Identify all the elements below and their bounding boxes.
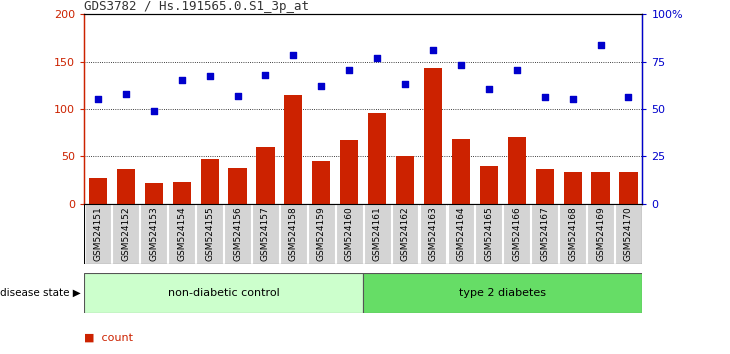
Bar bbox=[312, 161, 331, 204]
Text: GSM524154: GSM524154 bbox=[177, 206, 186, 261]
Text: GSM524157: GSM524157 bbox=[261, 206, 270, 261]
Bar bbox=[140, 204, 167, 264]
Point bbox=[315, 83, 327, 89]
Text: GSM524155: GSM524155 bbox=[205, 206, 214, 261]
Point bbox=[511, 67, 523, 73]
Text: GSM524170: GSM524170 bbox=[624, 206, 633, 261]
Bar bbox=[196, 204, 223, 264]
Point bbox=[483, 86, 495, 92]
Bar bbox=[364, 204, 391, 264]
Text: GSM524152: GSM524152 bbox=[121, 206, 131, 261]
Text: GSM524167: GSM524167 bbox=[540, 206, 549, 261]
Text: GSM524165: GSM524165 bbox=[484, 206, 493, 261]
Bar bbox=[364, 273, 642, 313]
Bar bbox=[117, 169, 135, 204]
Bar bbox=[619, 172, 637, 204]
Text: GSM524162: GSM524162 bbox=[401, 206, 410, 261]
Text: ■  count: ■ count bbox=[84, 333, 133, 343]
Text: type 2 diabetes: type 2 diabetes bbox=[459, 288, 546, 298]
Point bbox=[176, 78, 188, 83]
Bar bbox=[169, 204, 195, 264]
Point bbox=[427, 47, 439, 53]
Bar bbox=[396, 156, 414, 204]
Point bbox=[399, 81, 411, 87]
Text: GSM524169: GSM524169 bbox=[596, 206, 605, 261]
Point bbox=[455, 62, 466, 68]
Text: GSM524156: GSM524156 bbox=[233, 206, 242, 261]
Bar bbox=[308, 204, 334, 264]
Bar bbox=[89, 178, 107, 204]
Bar bbox=[112, 204, 139, 264]
Text: GSM524151: GSM524151 bbox=[93, 206, 102, 261]
Bar bbox=[392, 204, 418, 264]
Point bbox=[260, 72, 272, 78]
Bar bbox=[447, 204, 475, 264]
Bar bbox=[591, 172, 610, 204]
Point bbox=[539, 94, 550, 99]
Point bbox=[231, 93, 243, 98]
Bar bbox=[224, 204, 251, 264]
Bar bbox=[559, 204, 586, 264]
Point bbox=[623, 95, 634, 100]
Bar bbox=[504, 204, 530, 264]
Bar bbox=[228, 167, 247, 204]
Bar bbox=[475, 204, 502, 264]
Point bbox=[595, 42, 607, 48]
Bar bbox=[536, 169, 554, 204]
Bar bbox=[480, 166, 498, 204]
Bar bbox=[564, 172, 582, 204]
Point bbox=[120, 91, 131, 97]
Bar bbox=[507, 137, 526, 204]
Text: non-diabetic control: non-diabetic control bbox=[168, 288, 280, 298]
Bar bbox=[280, 204, 307, 264]
Bar bbox=[587, 204, 614, 264]
Text: GSM524160: GSM524160 bbox=[345, 206, 354, 261]
Text: GSM524159: GSM524159 bbox=[317, 206, 326, 261]
Point bbox=[92, 97, 104, 102]
Point bbox=[148, 108, 160, 114]
Text: GDS3782 / Hs.191565.0.S1_3p_at: GDS3782 / Hs.191565.0.S1_3p_at bbox=[84, 0, 309, 13]
Bar bbox=[420, 204, 446, 264]
Point bbox=[566, 97, 578, 102]
Point bbox=[288, 52, 299, 58]
Bar bbox=[615, 204, 642, 264]
Bar bbox=[145, 183, 163, 204]
Bar bbox=[256, 147, 274, 204]
Text: GSM524153: GSM524153 bbox=[149, 206, 158, 261]
Bar bbox=[252, 204, 279, 264]
Point bbox=[372, 55, 383, 61]
Text: GSM524158: GSM524158 bbox=[289, 206, 298, 261]
Bar bbox=[84, 273, 364, 313]
Bar bbox=[340, 140, 358, 204]
Bar bbox=[172, 182, 191, 204]
Point bbox=[204, 73, 215, 79]
Bar bbox=[201, 159, 219, 204]
Text: GSM524168: GSM524168 bbox=[568, 206, 577, 261]
Bar bbox=[85, 204, 111, 264]
Text: GSM524164: GSM524164 bbox=[456, 206, 466, 261]
Bar bbox=[336, 204, 363, 264]
Point bbox=[343, 67, 355, 73]
Text: GSM524166: GSM524166 bbox=[512, 206, 521, 261]
Text: disease state ▶: disease state ▶ bbox=[0, 288, 80, 298]
Text: GSM524161: GSM524161 bbox=[372, 206, 382, 261]
Text: GSM524163: GSM524163 bbox=[429, 206, 437, 261]
Bar bbox=[284, 95, 302, 204]
Bar bbox=[531, 204, 558, 264]
Bar bbox=[424, 68, 442, 204]
Bar bbox=[452, 139, 470, 204]
Bar bbox=[368, 113, 386, 204]
